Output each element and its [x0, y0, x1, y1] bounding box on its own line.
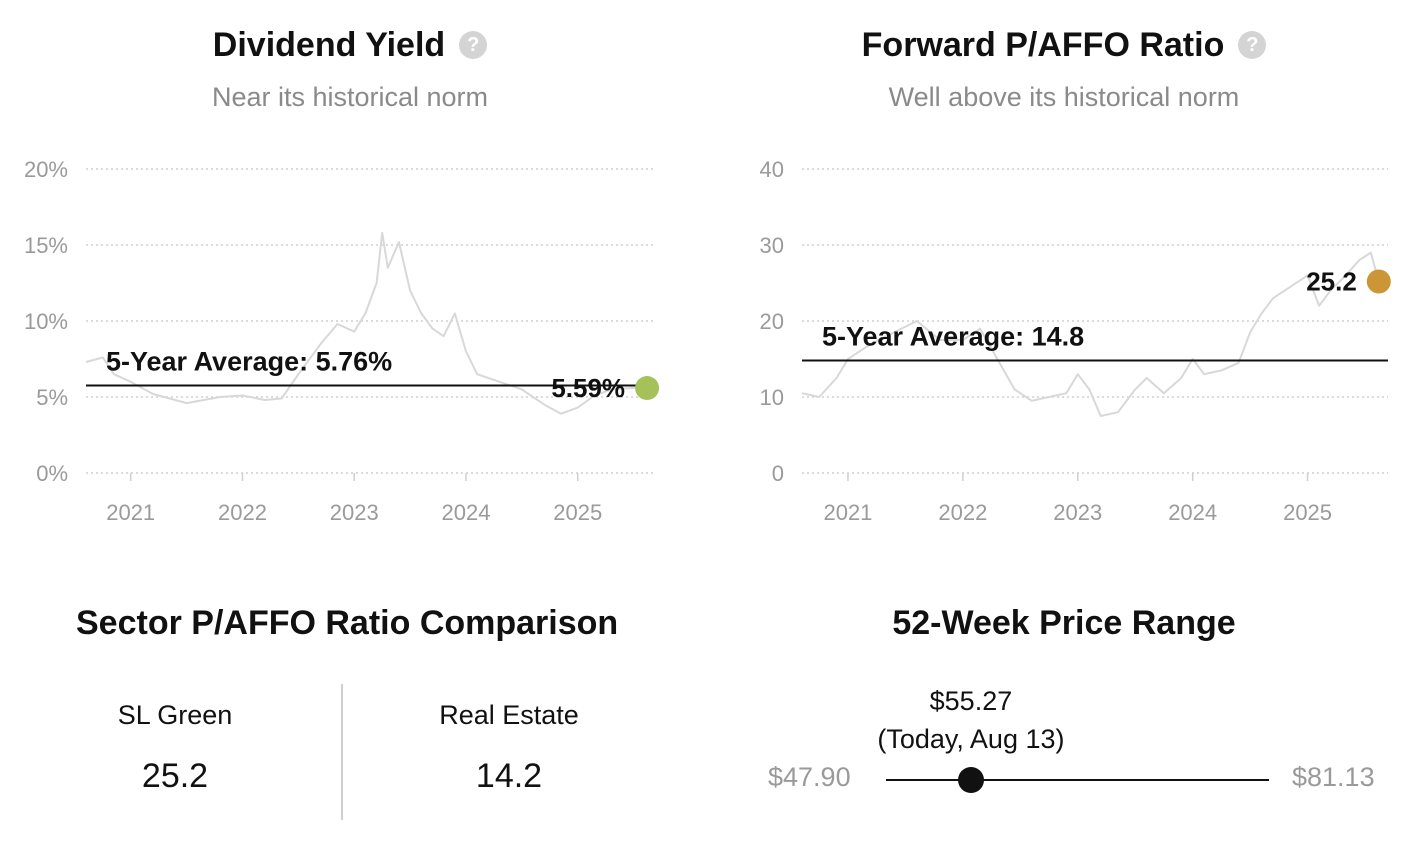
current-value-marker: [1366, 269, 1391, 294]
sector-column-company: SL Green 25.2: [25, 700, 325, 796]
question-circle-icon[interactable]: ?: [459, 31, 488, 59]
price-range-panel: 52-Week Price Range $55.27 (Today, Aug 1…: [710, 590, 1418, 858]
x-tick-label: 2023: [330, 500, 379, 525]
dividend-yield-panel: Dividend Yield ? Near its historical nor…: [0, 0, 700, 560]
dividend-yield-title: Dividend Yield: [212, 25, 446, 64]
series-line: [801, 251, 1380, 417]
current-value-marker: [635, 376, 660, 401]
current-price-marker: [957, 767, 984, 793]
sector-industry-name: Real Estate: [439, 700, 579, 730]
sector-company-name: SL Green: [117, 700, 233, 730]
paffo-subtitle: Well above its historical norm: [888, 82, 1240, 112]
dividend-yield-chart: 0% 5% 10% 15% 20% 2021 2022 2023 2024 2025 5-Year …: [24, 157, 660, 525]
y-tick-label: 0: [772, 461, 784, 486]
current-price: $55.27: [929, 686, 1013, 716]
range-low-label: $47.90: [768, 762, 851, 792]
y-tick-label: 15%: [24, 233, 68, 258]
y-tick-label: 0%: [36, 461, 68, 486]
average-label: 5-Year Average: 14.8: [822, 322, 1084, 352]
question-circle-icon[interactable]: ?: [1238, 31, 1267, 59]
paffo-chart: 0 10 20 30 40 2021 2022 2023 2024 2025 5-Year Aver…: [760, 157, 1391, 525]
x-tick-label: 2024: [1168, 500, 1217, 525]
x-tick-label: 2022: [938, 500, 987, 525]
price-range-title: 52-Week Price Range: [892, 604, 1236, 642]
paffo-panel: Forward P/AFFO Ratio ? Well above its hi…: [710, 0, 1418, 560]
series-line: [85, 231, 648, 415]
paffo-title: Forward P/AFFO Ratio: [861, 25, 1225, 64]
range-high-label: $81.13: [1292, 762, 1375, 792]
y-tick-label: 10%: [24, 309, 68, 334]
y-tick-label: 5%: [36, 385, 68, 410]
y-tick-label: 20: [760, 309, 784, 334]
dividend-yield-subtitle: Near its historical norm: [211, 82, 489, 112]
y-tick-label: 20%: [24, 157, 68, 182]
sector-industry-value: 14.2: [475, 757, 543, 795]
paffo-title-row: Forward P/AFFO Ratio ?: [710, 22, 1418, 68]
average-label: 5-Year Average: 5.76%: [106, 346, 392, 376]
sector-divider: [341, 684, 343, 820]
current-value-label: 25.2: [1306, 266, 1357, 296]
current-price-note: (Today, Aug 13): [877, 724, 1065, 754]
x-tick-label: 2021: [106, 500, 155, 525]
x-tick-label: 2023: [1053, 500, 1102, 525]
sector-title: Sector P/AFFO Ratio Comparison: [76, 604, 619, 642]
current-value-label: 5.59%: [551, 373, 625, 403]
x-tick-label: 2025: [553, 500, 602, 525]
x-tick-label: 2024: [442, 500, 491, 525]
range-track: [886, 779, 1269, 781]
dividend-yield-title-row: Dividend Yield ?: [0, 22, 700, 68]
x-tick-label: 2021: [823, 500, 872, 525]
y-tick-label: 40: [760, 157, 784, 182]
y-tick-label: 30: [760, 233, 784, 258]
sector-column-industry: Real Estate 14.2: [359, 700, 659, 796]
current-price-label: $55.27 (Today, Aug 13): [851, 682, 1091, 758]
x-tick-label: 2022: [218, 500, 267, 525]
sector-company-value: 25.2: [141, 757, 209, 795]
sector-comparison: Sector P/AFFO Ratio Comparison SL Green …: [0, 590, 700, 858]
y-tick-label: 10: [760, 385, 784, 410]
x-tick-label: 2025: [1283, 500, 1332, 525]
